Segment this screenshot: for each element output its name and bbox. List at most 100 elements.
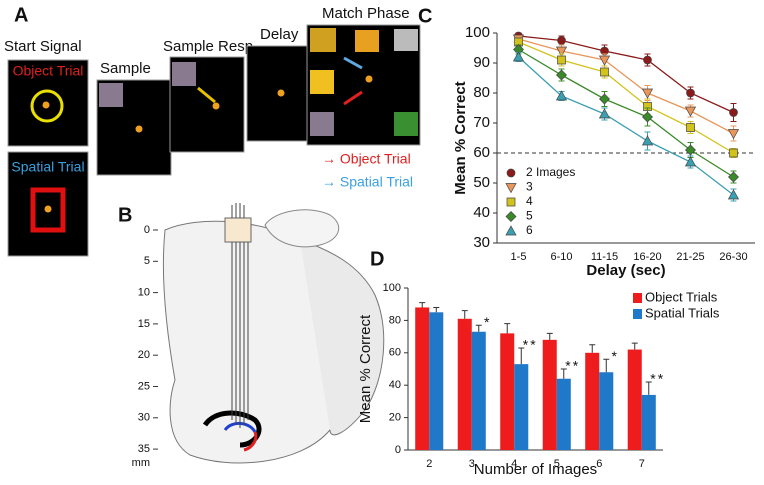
fixation xyxy=(277,89,285,97)
depth-label: 30 xyxy=(138,412,150,424)
y-tick-label: 60 xyxy=(473,144,490,161)
y-tick-label: 60 xyxy=(389,347,401,359)
y-tick-label: 20 xyxy=(389,412,401,424)
marker xyxy=(642,111,653,123)
x-tick-label: 21-25 xyxy=(676,251,704,263)
error-bar xyxy=(603,358,610,373)
significance: ** xyxy=(650,371,665,387)
error-bar xyxy=(546,332,553,340)
y-tick-label: 100 xyxy=(465,24,490,41)
marker xyxy=(505,183,517,194)
y-tick-label: 80 xyxy=(389,314,401,326)
marker xyxy=(600,67,609,77)
depth-label: 35 xyxy=(138,443,150,455)
depth-label: 0 xyxy=(144,224,150,236)
brain-section xyxy=(299,239,385,436)
bar xyxy=(457,318,472,450)
marker xyxy=(729,148,738,158)
recording-site xyxy=(223,422,257,433)
marker xyxy=(729,108,738,117)
legend-swatch xyxy=(633,293,642,303)
series-line xyxy=(518,38,734,135)
y-tick-label: 80 xyxy=(473,84,490,101)
marker xyxy=(686,123,695,132)
panel-label: D xyxy=(370,248,384,270)
task-label: Sample xyxy=(100,60,151,77)
panel-label: B xyxy=(118,204,132,226)
marker xyxy=(556,69,567,81)
legend-label: 2 Images xyxy=(526,165,575,179)
series-line xyxy=(518,56,734,196)
hippocampus xyxy=(202,410,262,448)
image xyxy=(310,28,336,52)
fixation xyxy=(212,102,220,110)
significance: ** xyxy=(523,337,538,353)
marker xyxy=(599,93,610,105)
x-tick-label: 5 xyxy=(554,458,560,470)
arrow xyxy=(197,86,216,104)
image xyxy=(394,29,418,51)
x-tick-label: 1-5 xyxy=(511,251,527,263)
marker xyxy=(555,46,568,57)
marker xyxy=(598,55,611,66)
marker xyxy=(684,106,697,117)
marker xyxy=(684,156,697,167)
marker xyxy=(555,90,568,101)
bar xyxy=(585,352,600,450)
recording-site xyxy=(243,431,258,452)
trial-label: Object Trial xyxy=(13,63,84,79)
cue-square xyxy=(30,187,66,233)
electrodes xyxy=(231,203,249,428)
marker xyxy=(598,108,611,119)
x-tick-label: 11-15 xyxy=(591,251,618,263)
bar xyxy=(556,378,571,450)
x-tick-label: 3 xyxy=(469,458,475,470)
x-tick-label: 6-10 xyxy=(550,251,572,263)
marker xyxy=(641,135,654,146)
x-tick-label: 4 xyxy=(511,458,517,470)
bar xyxy=(415,307,430,450)
marker xyxy=(505,211,517,222)
task-label: Delay xyxy=(260,26,299,43)
y-tick-label: 0 xyxy=(395,444,401,456)
fixation xyxy=(44,205,52,213)
depth-label: 20 xyxy=(138,349,150,361)
electrode-head xyxy=(224,217,252,243)
error-bar xyxy=(475,324,482,332)
fixation xyxy=(365,75,373,83)
error-bar xyxy=(589,344,596,353)
marker xyxy=(512,51,525,62)
significance: * xyxy=(612,348,619,364)
brain-icon xyxy=(264,209,340,248)
significance: * xyxy=(484,314,491,330)
marker xyxy=(643,55,652,65)
bar xyxy=(542,339,557,450)
task-label: Match Phase xyxy=(322,5,410,22)
depth-label: 5 xyxy=(144,255,150,267)
y-tick-label: 30 xyxy=(473,234,490,251)
depth-label: 25 xyxy=(138,380,150,392)
legend-text: → Spatial Trial xyxy=(322,174,413,190)
depth-label: 10 xyxy=(138,287,150,299)
arrow xyxy=(343,56,363,70)
legend-label: Object Trials xyxy=(645,289,718,304)
marker xyxy=(506,168,516,178)
bar xyxy=(514,364,529,450)
series-line xyxy=(518,41,734,154)
error-bar xyxy=(433,306,440,313)
image xyxy=(310,112,334,136)
y-tick-label: 70 xyxy=(473,114,490,131)
marker xyxy=(727,189,740,200)
fixation xyxy=(42,101,50,109)
series-line xyxy=(518,35,734,114)
error-bar xyxy=(461,310,468,319)
legend-label: 6 xyxy=(526,223,533,237)
fixation xyxy=(135,125,143,133)
screen xyxy=(7,151,89,257)
image xyxy=(394,112,418,136)
panel-label: A xyxy=(14,4,28,26)
y-tick-label: 100 xyxy=(383,282,401,294)
depth-scale: 0 5 10 15 20 25 30 35 mm xyxy=(132,224,158,469)
marker xyxy=(514,37,523,47)
